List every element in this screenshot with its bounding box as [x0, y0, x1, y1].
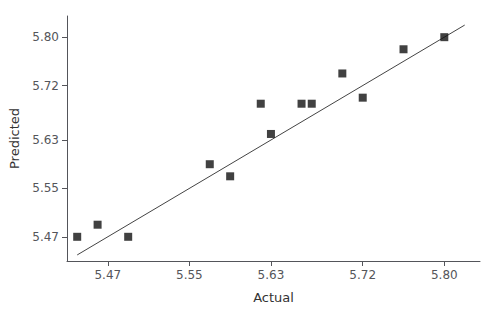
svg-text:5.72: 5.72	[32, 79, 59, 93]
svg-text:5.63: 5.63	[258, 268, 285, 282]
svg-text:5.80: 5.80	[431, 268, 458, 282]
svg-text:5.55: 5.55	[32, 181, 59, 195]
svg-text:5.55: 5.55	[176, 268, 203, 282]
svg-text:5.80: 5.80	[32, 30, 59, 44]
svg-text:Actual: Actual	[253, 290, 294, 305]
svg-text:Predicted: Predicted	[7, 108, 22, 169]
svg-text:5.47: 5.47	[94, 268, 121, 282]
svg-text:5.47: 5.47	[32, 230, 59, 244]
svg-text:5.72: 5.72	[349, 268, 376, 282]
svg-text:5.63: 5.63	[32, 133, 59, 147]
